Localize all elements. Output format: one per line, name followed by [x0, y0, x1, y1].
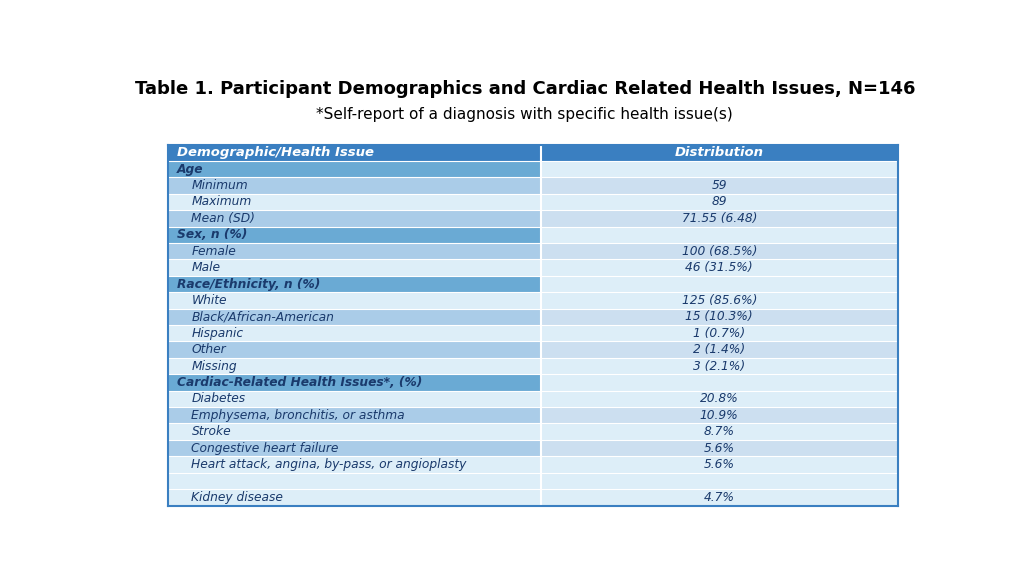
Bar [541, 423, 898, 440]
Text: Sex, n (%): Sex, n (%) [177, 228, 248, 241]
Bar [168, 309, 541, 325]
Text: Black/African-American: Black/African-American [191, 310, 335, 323]
Bar [168, 473, 541, 489]
Text: Male: Male [191, 261, 220, 274]
Bar [168, 226, 541, 243]
Bar [168, 145, 541, 161]
Bar [541, 177, 898, 194]
Text: 5.6%: 5.6% [703, 442, 735, 454]
Bar [541, 161, 898, 177]
Text: 89: 89 [712, 195, 727, 209]
Text: 15 (10.3%): 15 (10.3%) [685, 310, 753, 323]
Text: Mean (SD): Mean (SD) [191, 212, 255, 225]
Text: Emphysema, bronchitis, or asthma: Emphysema, bronchitis, or asthma [191, 409, 406, 422]
Text: 100 (68.5%): 100 (68.5%) [682, 245, 757, 257]
Text: Female: Female [191, 245, 237, 257]
Bar [168, 489, 541, 506]
Text: 4.7%: 4.7% [703, 491, 735, 504]
Text: Age: Age [177, 162, 204, 176]
Bar [168, 407, 541, 423]
Text: 3 (2.1%): 3 (2.1%) [693, 359, 745, 373]
Bar [541, 145, 898, 161]
Bar [541, 342, 898, 358]
Bar [168, 440, 541, 456]
Bar [168, 374, 541, 391]
Text: Minimum: Minimum [191, 179, 248, 192]
Text: Other: Other [191, 343, 226, 356]
Bar [168, 358, 541, 374]
Text: 125 (85.6%): 125 (85.6%) [682, 294, 757, 307]
Bar [541, 325, 898, 342]
Bar [168, 292, 541, 309]
Text: 1 (0.7%): 1 (0.7%) [693, 327, 745, 340]
Text: 59: 59 [712, 179, 727, 192]
Bar [168, 177, 541, 194]
Text: 2 (1.4%): 2 (1.4%) [693, 343, 745, 356]
Bar [168, 259, 541, 276]
Bar [541, 210, 898, 226]
Text: Stroke: Stroke [191, 425, 231, 438]
Text: 46 (31.5%): 46 (31.5%) [685, 261, 753, 274]
Bar [541, 473, 898, 489]
Text: Diabetes: Diabetes [191, 392, 246, 406]
Bar [168, 391, 541, 407]
Bar [541, 440, 898, 456]
Bar [168, 161, 541, 177]
Bar [541, 194, 898, 210]
Bar [541, 456, 898, 473]
Text: 8.7%: 8.7% [703, 425, 735, 438]
Text: Missing: Missing [191, 359, 238, 373]
Bar [168, 423, 541, 440]
Text: Hispanic: Hispanic [191, 327, 244, 340]
Bar [541, 243, 898, 259]
Bar [541, 374, 898, 391]
Bar [541, 292, 898, 309]
Bar [541, 407, 898, 423]
Text: Race/Ethnicity, n (%): Race/Ethnicity, n (%) [177, 278, 321, 290]
Bar [541, 489, 898, 506]
Bar [541, 259, 898, 276]
Text: *Self-report of a diagnosis with specific health issue(s): *Self-report of a diagnosis with specifi… [316, 107, 733, 122]
Text: Distribution: Distribution [675, 146, 764, 159]
Text: Kidney disease: Kidney disease [191, 491, 284, 504]
Text: Table 1. Participant Demographics and Cardiac Related Health Issues, N=146: Table 1. Participant Demographics and Ca… [134, 80, 915, 98]
Bar [168, 325, 541, 342]
Bar [541, 309, 898, 325]
Bar [168, 194, 541, 210]
Text: 71.55 (6.48): 71.55 (6.48) [682, 212, 757, 225]
Text: Cardiac-Related Health Issues*, (%): Cardiac-Related Health Issues*, (%) [177, 376, 423, 389]
Text: Congestive heart failure: Congestive heart failure [191, 442, 339, 454]
Bar [541, 358, 898, 374]
Text: Heart attack, angina, by-pass, or angioplasty: Heart attack, angina, by-pass, or angiop… [191, 458, 467, 471]
Bar [541, 226, 898, 243]
Bar [541, 276, 898, 292]
Bar [168, 210, 541, 226]
Text: Demographic/Health Issue: Demographic/Health Issue [177, 146, 374, 159]
Bar [168, 243, 541, 259]
Text: 10.9%: 10.9% [699, 409, 738, 422]
Bar [168, 276, 541, 292]
Bar [168, 456, 541, 473]
Text: Maximum: Maximum [191, 195, 252, 209]
Bar [168, 342, 541, 358]
Bar [541, 391, 898, 407]
Text: White: White [191, 294, 227, 307]
Text: 20.8%: 20.8% [699, 392, 738, 406]
Text: 5.6%: 5.6% [703, 458, 735, 471]
